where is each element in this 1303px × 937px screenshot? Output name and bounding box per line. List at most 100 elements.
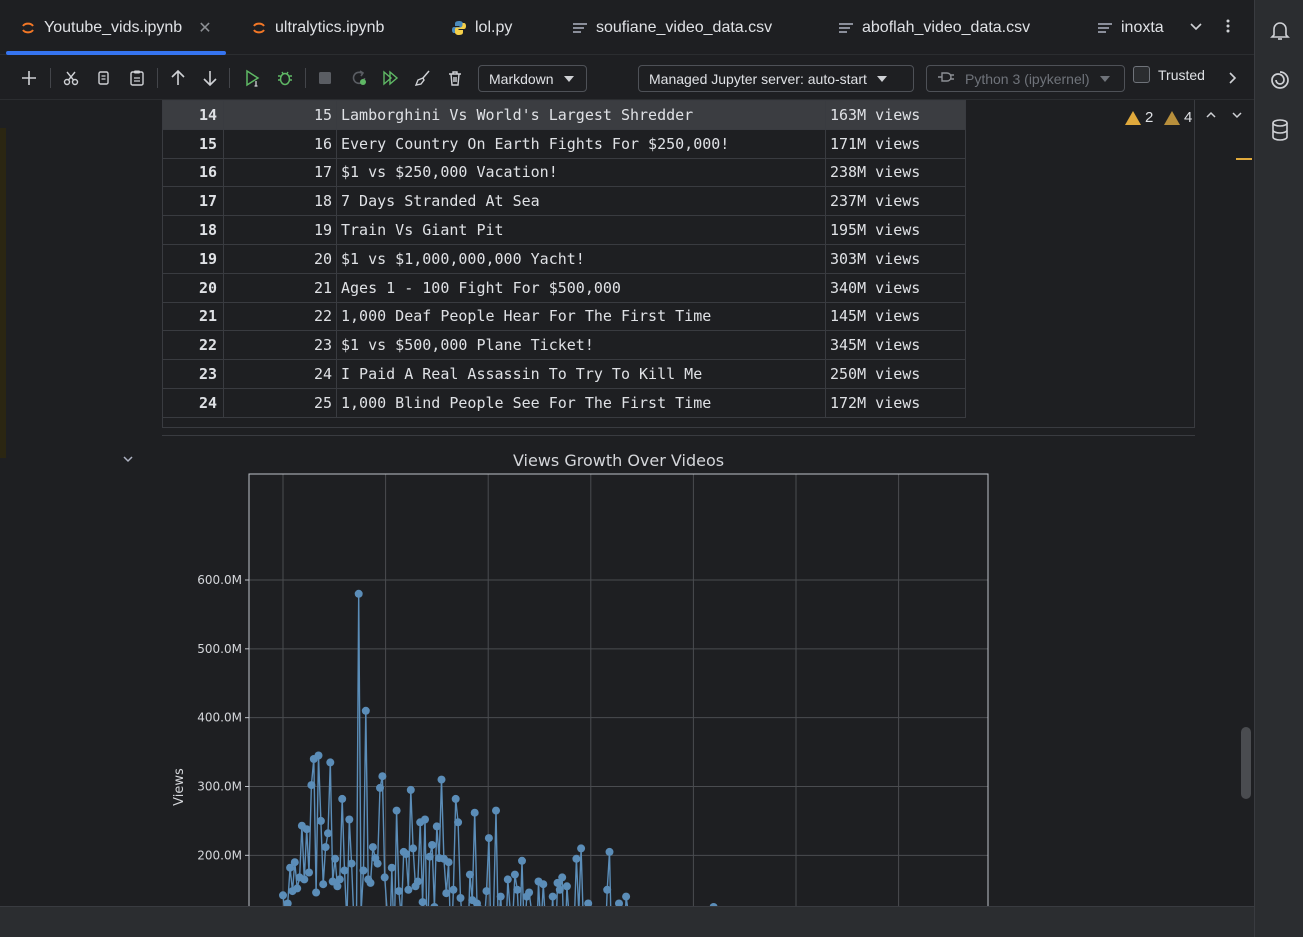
- video-views: 145M views: [825, 301, 966, 332]
- tab-list-chevron-icon[interactable]: [1188, 18, 1204, 39]
- collapse-output-chevron-icon[interactable]: [122, 452, 134, 468]
- data-point: [518, 856, 526, 865]
- row-number: 22: [223, 301, 337, 332]
- database-icon[interactable]: [1268, 118, 1292, 142]
- video-title: 7 Days Stranded At Sea: [336, 186, 826, 217]
- warning-count: 2: [1145, 109, 1154, 126]
- previous-problem-icon[interactable]: [1205, 108, 1217, 124]
- video-title: 1,000 Blind People See For The First Tim…: [336, 387, 826, 418]
- cell-type-value: Markdown: [489, 70, 554, 87]
- trusted-toggle[interactable]: Trusted: [1133, 66, 1205, 83]
- toolbar-divider: [157, 68, 158, 88]
- views-series-points: [279, 589, 718, 906]
- tab-lol-py[interactable]: lol.py: [451, 0, 512, 55]
- row-index: 17: [162, 186, 224, 217]
- data-point: [394, 887, 403, 896]
- data-point: [331, 854, 340, 863]
- copy-icon[interactable]: [92, 66, 116, 90]
- data-point: [359, 866, 368, 875]
- notifications-bell-icon[interactable]: [1268, 18, 1292, 42]
- more-options-icon[interactable]: [1224, 18, 1232, 39]
- data-point: [326, 758, 335, 767]
- next-problem-icon[interactable]: [1231, 108, 1243, 124]
- data-point: [454, 818, 463, 827]
- data-point: [307, 781, 316, 790]
- video-title: Lamborghini Vs World's Largest Shredder: [336, 100, 826, 130]
- row-number: 18: [223, 186, 337, 217]
- axes-frame: [248, 473, 989, 906]
- cell-type-dropdown[interactable]: Markdown: [478, 65, 587, 92]
- add-cell-icon[interactable]: [17, 66, 41, 90]
- tab-soufiane-csv[interactable]: soufiane_video_data.csv: [572, 0, 772, 55]
- data-point: [361, 706, 370, 715]
- video-views: 237M views: [825, 186, 966, 217]
- data-point: [305, 868, 313, 877]
- row-index: 21: [162, 301, 224, 332]
- tab-label: inoxta: [1121, 18, 1164, 36]
- tab-inoxta[interactable]: inoxta: [1097, 0, 1175, 55]
- dataframe-output: 14 15 Lamborghini Vs World's Largest Shred…: [162, 100, 966, 418]
- data-point: [432, 822, 441, 831]
- toolbar-divider: [305, 68, 306, 88]
- data-point: [572, 854, 581, 863]
- data-point: [345, 815, 354, 824]
- tab-label: soufiane_video_data.csv: [596, 18, 773, 36]
- tab-ultralytics[interactable]: ultralytics.ipynb: [251, 0, 384, 55]
- data-point: [562, 882, 571, 891]
- inspection-weak-warnings[interactable]: 4: [1164, 109, 1192, 126]
- close-icon[interactable]: ✕: [198, 19, 212, 37]
- tab-youtube-vids[interactable]: Youtube_vids.ipynb ✕: [6, 0, 226, 55]
- data-point: [473, 899, 481, 906]
- data-point: [476, 905, 483, 906]
- restart-kernel-icon[interactable]: [347, 66, 371, 90]
- jupyter-server-dropdown[interactable]: Managed Jupyter server: auto-start: [638, 65, 914, 92]
- move-down-icon[interactable]: [198, 66, 222, 90]
- trusted-checkbox[interactable]: [1133, 66, 1150, 83]
- run-cell-icon[interactable]: [241, 66, 265, 90]
- data-point: [555, 885, 564, 894]
- video-title: Train Vs Giant Pit: [336, 215, 826, 245]
- data-point: [444, 858, 453, 867]
- kernel-dropdown[interactable]: Python 3 (ipykernel): [926, 65, 1125, 92]
- data-point: [319, 880, 328, 889]
- data-point: [456, 894, 465, 902]
- cell-separator: [162, 435, 1195, 436]
- data-point: [406, 785, 415, 794]
- data-point: [553, 878, 562, 887]
- chevron-right-icon[interactable]: [1226, 70, 1238, 89]
- cut-icon[interactable]: [59, 66, 83, 90]
- data-point: [548, 892, 557, 901]
- row-number: 23: [223, 330, 337, 361]
- video-views: 345M views: [825, 330, 966, 361]
- row-index: 18: [162, 215, 224, 245]
- run-all-icon[interactable]: [379, 66, 403, 90]
- y-tick-label: 500.0M: [197, 642, 242, 656]
- inspection-warnings[interactable]: 2: [1125, 109, 1153, 126]
- row-number: 20: [223, 243, 337, 274]
- data-point: [465, 870, 474, 879]
- table-row: 14 15 Lamborghini Vs World's Largest Shred…: [162, 100, 966, 130]
- data-point: [525, 888, 534, 897]
- data-point: [470, 808, 479, 817]
- warning-stripe-marker[interactable]: [1236, 158, 1252, 160]
- ai-assistant-icon[interactable]: [1268, 68, 1292, 92]
- chevron-down-icon: [876, 75, 887, 82]
- vertical-scrollbar-thumb[interactable]: [1241, 727, 1251, 799]
- y-tick-label: 600.0M: [197, 573, 242, 587]
- data-point: [321, 843, 330, 852]
- paste-icon[interactable]: [125, 66, 149, 90]
- delete-cell-icon[interactable]: [443, 66, 467, 90]
- tab-label: ultralytics.ipynb: [275, 18, 385, 36]
- table-row: 20 21 Ages 1 - 100 Fight For $500,000 340M …: [162, 272, 966, 303]
- tab-label: aboflah_video_data.csv: [862, 18, 1031, 36]
- notebook-toolbar: Markdown Managed Jupyter server: auto-st…: [0, 56, 1254, 100]
- move-up-icon[interactable]: [166, 66, 190, 90]
- data-point: [513, 885, 522, 894]
- debug-cell-icon[interactable]: [273, 66, 297, 90]
- video-views: 238M views: [825, 157, 966, 188]
- tab-label: lol.py: [475, 18, 513, 36]
- clear-outputs-icon[interactable]: [411, 66, 435, 90]
- stop-icon[interactable]: [313, 66, 337, 90]
- tab-aboflah-csv[interactable]: aboflah_video_data.csv: [838, 0, 1030, 55]
